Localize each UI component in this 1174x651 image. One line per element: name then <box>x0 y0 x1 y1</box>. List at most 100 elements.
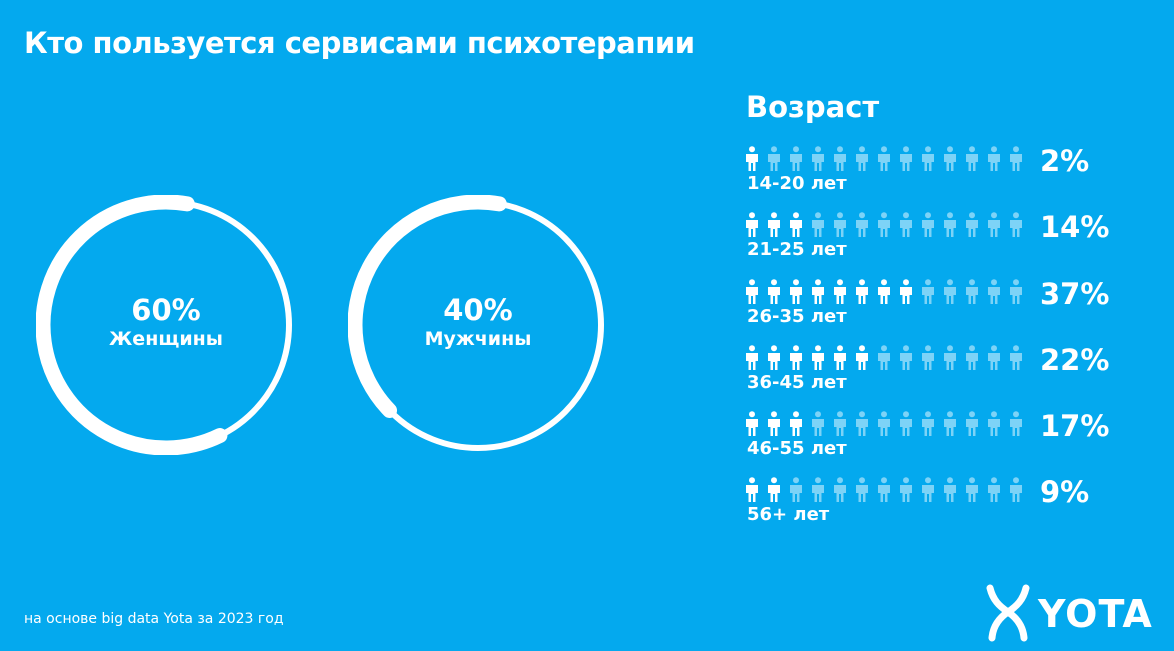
men-donut-chart: 40% Мужчины <box>348 195 608 455</box>
person-icon-filled <box>810 279 826 309</box>
person-icon-empty <box>854 477 870 507</box>
person-icon-empty <box>788 477 804 507</box>
person-icon-empty <box>832 146 848 176</box>
age-label: 21-25 лет <box>747 239 847 260</box>
age-label: 14-20 лет <box>747 173 847 194</box>
person-icon-empty <box>920 279 936 309</box>
person-icon-filled <box>744 146 760 176</box>
person-icon-empty <box>898 411 914 441</box>
person-icon-empty <box>942 146 958 176</box>
person-icon-filled <box>898 279 914 309</box>
person-icon-filled <box>744 212 760 242</box>
person-icon-empty <box>986 279 1002 309</box>
page-title: Кто пользуется сервисами психотерапии <box>24 26 695 60</box>
person-icon-filled <box>766 411 782 441</box>
person-icon-empty <box>766 146 782 176</box>
person-icon-empty <box>832 477 848 507</box>
person-icon-empty <box>920 411 936 441</box>
person-icon-empty <box>942 411 958 441</box>
age-row: 46-55 лет 17% <box>744 411 1144 471</box>
person-icon-empty <box>898 212 914 242</box>
person-icon-filled <box>744 279 760 309</box>
age-heading: Возраст <box>746 90 880 124</box>
person-icon-empty <box>876 146 892 176</box>
person-icon-empty <box>986 411 1002 441</box>
person-icon-empty <box>854 146 870 176</box>
age-row: 36-45 лет 22% <box>744 345 1144 405</box>
age-row: 21-25 лет 14% <box>744 212 1144 272</box>
age-row: 56+ лет 9% <box>744 477 1144 537</box>
person-icon-empty <box>920 477 936 507</box>
age-percent: 17% <box>1040 409 1110 443</box>
person-icon-empty <box>964 279 980 309</box>
person-icon-filled <box>766 477 782 507</box>
person-icon-empty <box>1008 212 1024 242</box>
person-icon-empty <box>788 146 804 176</box>
person-icon-filled <box>766 345 782 375</box>
yota-wordmark: YOTA <box>1038 592 1153 636</box>
person-icon-filled <box>854 279 870 309</box>
person-icon-empty <box>986 477 1002 507</box>
person-icon-empty <box>1008 345 1024 375</box>
age-label: 26-35 лет <box>747 306 847 327</box>
men-percent: 40% <box>443 293 513 327</box>
yota-logo-icon <box>986 584 1030 642</box>
person-icon-empty <box>920 345 936 375</box>
person-icon-filled <box>744 411 760 441</box>
person-icon-empty <box>1008 477 1024 507</box>
men-donut-svg <box>348 195 604 451</box>
person-icon-filled <box>832 345 848 375</box>
donut-segment <box>36 195 228 455</box>
source-footnote: на основе big data Yota за 2023 год <box>24 611 284 627</box>
person-icon-empty <box>854 411 870 441</box>
men-label: Мужчины <box>424 328 532 350</box>
person-icon-filled <box>788 212 804 242</box>
donut-segment <box>348 195 507 418</box>
age-row: 26-35 лет 37% <box>744 279 1144 339</box>
person-icon-empty <box>876 477 892 507</box>
person-icon-empty <box>986 212 1002 242</box>
women-donut-label: 60% Женщины <box>36 293 296 351</box>
person-icon-empty <box>986 146 1002 176</box>
person-icon-empty <box>1008 279 1024 309</box>
person-icon-empty <box>810 477 826 507</box>
person-icon-filled <box>766 279 782 309</box>
person-icon-empty <box>1008 411 1024 441</box>
person-icon-filled <box>788 279 804 309</box>
person-icon-empty <box>898 146 914 176</box>
person-icon-empty <box>942 345 958 375</box>
age-row: 14-20 лет 2% <box>744 146 1144 206</box>
person-icon-empty <box>898 345 914 375</box>
women-percent: 60% <box>131 293 201 327</box>
person-icon-empty <box>942 477 958 507</box>
person-icon-filled <box>788 345 804 375</box>
person-icon-empty <box>986 345 1002 375</box>
person-icon-empty <box>832 411 848 441</box>
age-label: 46-55 лет <box>747 438 847 459</box>
women-donut-svg <box>36 195 292 455</box>
person-icon-empty <box>964 345 980 375</box>
person-icon-empty <box>810 212 826 242</box>
age-percent: 37% <box>1040 277 1110 311</box>
women-label: Женщины <box>109 328 223 350</box>
age-percent: 9% <box>1040 475 1090 509</box>
person-icon-empty <box>1008 146 1024 176</box>
age-percent: 14% <box>1040 210 1110 244</box>
person-icon-empty <box>876 345 892 375</box>
women-donut-chart: 60% Женщины <box>36 195 296 455</box>
person-icon-empty <box>898 477 914 507</box>
person-icon-empty <box>810 411 826 441</box>
person-icon-empty <box>964 212 980 242</box>
person-icon-filled <box>744 345 760 375</box>
men-donut-label: 40% Мужчины <box>348 293 608 351</box>
person-icon-empty <box>854 212 870 242</box>
person-icon-empty <box>942 279 958 309</box>
person-icon-empty <box>964 146 980 176</box>
person-icon-filled <box>788 411 804 441</box>
age-percent: 22% <box>1040 343 1110 377</box>
person-icon-empty <box>920 212 936 242</box>
yota-logo: YOTA <box>984 584 1164 644</box>
person-icon-empty <box>964 411 980 441</box>
person-icon-filled <box>766 212 782 242</box>
age-label: 36-45 лет <box>747 372 847 393</box>
